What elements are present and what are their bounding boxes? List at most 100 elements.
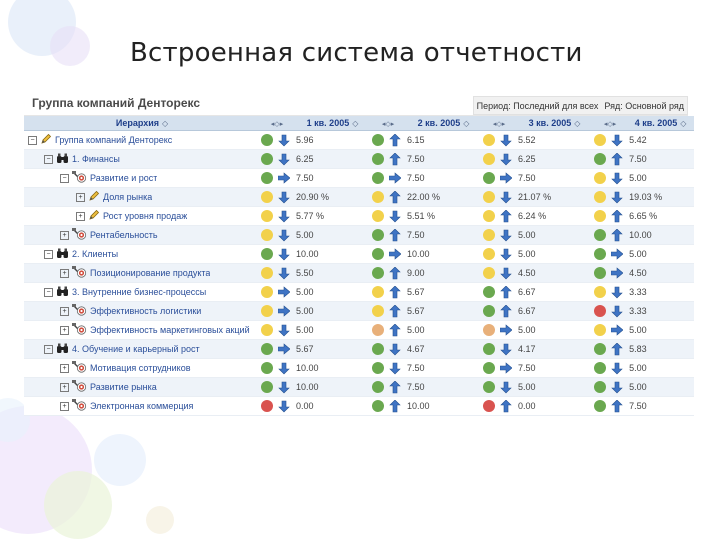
expand-toggle[interactable]: + — [60, 268, 69, 278]
table-row[interactable]: − 2. Клиенты 10.00 10.00 5.00 5.00 — [24, 244, 695, 264]
row-label[interactable]: Мотивация сотрудников — [90, 363, 191, 373]
hierarchy-cell[interactable]: − 4. Обучение и карьерный рост — [24, 339, 260, 359]
expand-toggle[interactable]: + — [60, 401, 69, 411]
row-label[interactable]: Электронная коммерция — [90, 401, 194, 411]
hierarchy-cell[interactable]: − 2. Клиенты — [24, 244, 260, 264]
status-cell — [482, 168, 496, 188]
row-label[interactable]: Развитие рынка — [90, 382, 157, 392]
hierarchy-cell[interactable]: + Эффективность логистики — [24, 301, 260, 321]
row-label[interactable]: Развитие и рост — [90, 173, 158, 183]
row-label[interactable]: 3. Внутренние бизнес-процессы — [72, 287, 207, 297]
table-row[interactable]: + Рентабельность 5.00 7.50 5.00 10.00 — [24, 225, 695, 245]
hierarchy-cell[interactable]: + Рентабельность — [24, 225, 260, 245]
col-controls-q3[interactable]: ◂◇▸ — [482, 116, 517, 131]
table-row[interactable]: + Развитие рынка 10.00 7.50 5.00 5.00 — [24, 377, 695, 397]
col-header-q4[interactable]: 4 кв. 2005 ◇ — [627, 116, 695, 131]
status-green-icon — [371, 343, 384, 355]
row-label[interactable]: Эффективность логистики — [90, 306, 202, 316]
trend-down-arrow-icon — [610, 286, 623, 298]
row-label[interactable]: 2. Клиенты — [72, 249, 119, 259]
trend-down-arrow-icon — [277, 210, 290, 222]
status-green-icon — [371, 172, 384, 184]
status-yellow-icon — [260, 286, 273, 298]
table-row[interactable]: + Рост уровня продаж 5.77 % 5.51 % 6.24 % 6.6… — [24, 206, 695, 226]
table-row[interactable]: + Позиционирование продукта 5.50 9.00 4.50 4.… — [24, 263, 695, 283]
col-header-q1[interactable]: 1 кв. 2005 ◇ — [294, 116, 372, 131]
table-row[interactable]: − 1. Финансы 6.25 7.50 6.25 7.50 — [24, 149, 695, 169]
status-cell — [260, 358, 273, 378]
hierarchy-cell[interactable]: + Эффективность маркетинговых акций — [24, 320, 260, 340]
hierarchy-cell[interactable]: − 1. Финансы — [24, 149, 260, 169]
hierarchy-cell[interactable]: + Доля рынка — [24, 187, 260, 207]
value-cell: 6.67 — [516, 301, 594, 321]
hierarchy-cell[interactable]: + Развитие рынка — [24, 377, 260, 397]
trend-cell — [273, 244, 295, 264]
filter-bar[interactable]: Период: Последний для всех Ряд: Основной… — [472, 96, 688, 115]
status-green-icon — [260, 362, 273, 374]
status-cell — [482, 149, 496, 169]
col-header-q2[interactable]: 2 кв. 2005 ◇ — [405, 116, 483, 131]
row-label[interactable]: Группа компаний Денторекс — [55, 135, 173, 145]
hierarchy-cell[interactable]: − 3. Внутренние бизнес-процессы — [24, 282, 260, 302]
collapse-toggle[interactable]: − — [44, 344, 53, 354]
table-row[interactable]: + Эффективность маркетинговых акций 5.00 5.… — [24, 320, 695, 340]
expand-toggle[interactable]: + — [60, 230, 69, 240]
status-cell — [260, 263, 273, 283]
status-cell — [260, 130, 273, 150]
col-header-q3[interactable]: 3 кв. 2005 ◇ — [516, 116, 594, 131]
expand-toggle[interactable]: + — [60, 382, 69, 392]
expand-toggle[interactable]: + — [60, 306, 69, 316]
table-row[interactable]: − Развитие и рост 7.50 7.50 7.50 5.00 — [24, 168, 695, 188]
trend-cell — [273, 320, 295, 340]
table-row[interactable]: − 3. Внутренние бизнес-процессы 5.00 5.67 6.… — [24, 282, 695, 302]
collapse-toggle[interactable]: − — [44, 249, 53, 259]
sort-icon: ◇ — [162, 118, 169, 128]
collapse-toggle[interactable]: − — [28, 135, 37, 145]
table-row[interactable]: − 4. Обучение и карьерный рост 5.67 4.67 4.1… — [24, 339, 695, 359]
hierarchy-cell[interactable]: − Развитие и рост — [24, 168, 260, 188]
expand-toggle[interactable]: + — [76, 192, 85, 202]
row-label[interactable]: 1. Финансы — [72, 154, 120, 164]
status-cell — [482, 225, 496, 245]
status-cell — [593, 263, 607, 283]
col-header-hierarchy[interactable]: Иерархия ◇ — [24, 116, 260, 131]
collapse-toggle[interactable]: − — [44, 287, 53, 297]
trend-right-arrow-icon — [499, 323, 512, 336]
hierarchy-cell[interactable]: + Мотивация сотрудников — [24, 358, 260, 378]
hierarchy-cell[interactable]: − Группа компаний Денторекс — [24, 130, 260, 150]
trend-cell — [495, 187, 517, 207]
expand-toggle[interactable]: + — [60, 363, 69, 373]
col-controls-q4[interactable]: ◂◇▸ — [593, 116, 628, 131]
collapse-toggle[interactable]: − — [60, 173, 69, 183]
row-label[interactable]: Эффективность маркетинговых акций — [90, 325, 250, 335]
hierarchy-cell[interactable]: + Позиционирование продукта — [24, 263, 260, 283]
row-label[interactable]: 4. Обучение и карьерный рост — [72, 344, 200, 354]
value-cell: 4.50 — [516, 263, 594, 283]
row-label[interactable]: Доля рынка — [103, 192, 153, 202]
table-row[interactable]: + Доля рынка 20.90 % 22.00 % 21.07 % 19.03 % — [24, 187, 695, 207]
row-filter[interactable]: Ряд: Основной ряд — [604, 100, 684, 111]
row-label[interactable]: Рентабельность — [90, 230, 158, 240]
status-cell — [593, 225, 607, 245]
period-filter[interactable]: Период: Последний для всех — [476, 100, 599, 111]
value-cell: 10.00 — [294, 244, 372, 264]
table-row[interactable]: − Группа компаний Денторекс 5.96 6.15 5.52 5.… — [24, 130, 695, 150]
expand-toggle[interactable]: + — [60, 325, 69, 335]
expand-toggle[interactable]: + — [76, 211, 85, 221]
row-label[interactable]: Позиционирование продукта — [90, 268, 211, 278]
trend-up-arrow-icon — [610, 342, 623, 355]
table-row[interactable]: + Электронная коммерция 0.00 10.00 0.00 7.50 — [24, 396, 695, 416]
hierarchy-cell[interactable]: + Рост уровня продаж — [24, 206, 260, 226]
status-cell — [371, 149, 385, 169]
trend-cell — [384, 320, 406, 340]
status-cell — [593, 244, 607, 264]
binoculars-icon — [56, 286, 69, 299]
table-row[interactable]: + Мотивация сотрудников 10.00 7.50 7.50 5.00 — [24, 358, 695, 378]
col-controls-q2[interactable]: ◂◇▸ — [371, 116, 406, 131]
row-label[interactable]: Рост уровня продаж — [103, 211, 188, 221]
col-controls-q1[interactable]: ◂◇▸ — [260, 116, 295, 131]
table-row[interactable]: + Эффективность логистики 5.00 5.67 6.67 3.33 — [24, 301, 695, 321]
hierarchy-cell[interactable]: + Электронная коммерция — [24, 396, 260, 416]
collapse-toggle[interactable]: − — [44, 154, 53, 164]
status-cell — [260, 320, 273, 340]
